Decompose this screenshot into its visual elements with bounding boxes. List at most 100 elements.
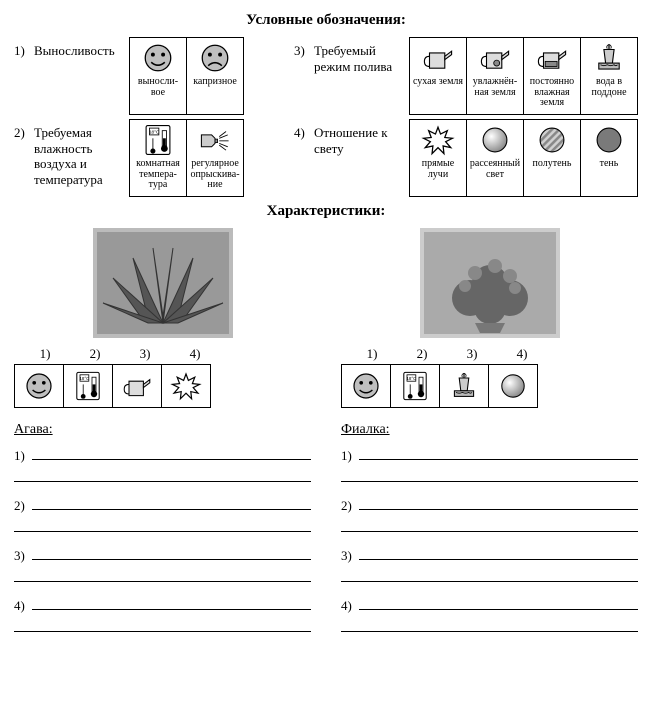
answer-num: 2) xyxy=(14,498,32,514)
legend-cell: прямые лучи xyxy=(409,119,467,197)
answer-line[interactable]: 3) xyxy=(341,546,638,564)
legend-cell: выносли-вое xyxy=(129,37,187,115)
legend-row: 4) Отношение к свету прямые лучи рассеян… xyxy=(294,119,638,197)
underline-icon xyxy=(359,446,638,460)
char-cell xyxy=(63,364,113,408)
characteristics-heading: Характеристики: xyxy=(14,203,638,220)
char-num: 1) xyxy=(20,346,70,362)
char-cell xyxy=(390,364,440,408)
legend-cell: постоянно влажная земля xyxy=(523,37,581,115)
legend-row-label: Требуемый режим полива xyxy=(314,37,409,74)
sun-burst-icon xyxy=(170,370,202,402)
answer-num: 4) xyxy=(14,598,32,614)
char-cell xyxy=(488,364,538,408)
underline-icon xyxy=(14,468,311,482)
legend-cell: рассеянный свет xyxy=(466,119,524,197)
answer-num: 2) xyxy=(341,498,359,514)
pot-tray-icon xyxy=(448,370,480,402)
answer-num: 3) xyxy=(341,548,359,564)
legend-cell-caption: сухая земля xyxy=(413,77,463,88)
sphere-dark-icon xyxy=(592,123,626,157)
thermo-icon xyxy=(399,370,431,402)
plants-columns: 1)2)3)4) Агава: 1) 2) 3) xyxy=(14,228,638,646)
answer-line[interactable]: 4) xyxy=(341,596,638,614)
legend-cell: тень xyxy=(580,119,638,197)
underline-icon xyxy=(359,496,638,510)
legend-cells: комнатная темпера-тура регулярное опрыск… xyxy=(129,119,244,197)
legend-cell-caption: увлажнён-ная земля xyxy=(473,77,517,98)
legend-cell: капризное xyxy=(186,37,244,115)
char-num: 1) xyxy=(347,346,397,362)
legend-row-label: Отношение к свету xyxy=(314,119,409,156)
legend-cell-caption: полутень xyxy=(533,159,572,170)
char-num: 3) xyxy=(120,346,170,362)
pot-tray-icon xyxy=(592,41,626,75)
legend-cell-caption: регулярное опрыскива-ние xyxy=(189,159,241,191)
legend-cells: выносли-вое капризное xyxy=(129,37,244,115)
answer-line[interactable]: 4) xyxy=(14,596,311,614)
legend-cells: сухая земля увлажнён-ная земля постоянно… xyxy=(409,37,638,115)
legend-row: 2) Требуемая влажность воздуха и темпера… xyxy=(14,119,284,197)
face-happy-icon xyxy=(141,41,175,75)
underline-icon xyxy=(359,596,638,610)
underline-icon xyxy=(341,518,638,532)
legend-row-num: 3) xyxy=(294,37,314,59)
answer-line[interactable]: 2) xyxy=(14,496,311,514)
legend-row-label: Выносливость xyxy=(34,37,129,59)
face-happy-icon xyxy=(23,370,55,402)
answer-num: 3) xyxy=(14,548,32,564)
sun-burst-icon xyxy=(421,123,455,157)
char-cell xyxy=(161,364,211,408)
legend-cell: увлажнён-ная земля xyxy=(466,37,524,115)
can-moist-icon xyxy=(478,41,512,75)
underline-icon xyxy=(32,446,311,460)
sphere-grad-icon xyxy=(497,370,529,402)
plant-column: 1)2)3)4) Фиалка: 1) 2) 3) xyxy=(341,228,638,646)
legend-cell-caption: капризное xyxy=(193,77,237,88)
char-numbers: 1)2)3)4) xyxy=(347,346,638,362)
underline-icon xyxy=(32,496,311,510)
can-dry-icon xyxy=(421,41,455,75)
underline-icon xyxy=(32,596,311,610)
underline-icon xyxy=(359,546,638,560)
can-wet-icon xyxy=(535,41,569,75)
legend-cell-caption: прямые лучи xyxy=(412,159,464,180)
sphere-grad-icon xyxy=(478,123,512,157)
answer-num: 4) xyxy=(341,598,359,614)
legend-cell: сухая земля xyxy=(409,37,467,115)
char-cells xyxy=(14,364,311,408)
plant-image xyxy=(420,228,560,338)
answer-line[interactable]: 1) xyxy=(14,446,311,464)
legend-cell-caption: постоянно влажная земля xyxy=(526,77,578,109)
legend-cell: вода в поддоне xyxy=(580,37,638,115)
plant-name: Фиалка: xyxy=(341,422,638,438)
legend-row: 3) Требуемый режим полива сухая земля ув… xyxy=(294,37,638,115)
underline-icon xyxy=(341,618,638,632)
face-happy-icon xyxy=(350,370,382,402)
legend-cell-caption: комнатная темпера-тура xyxy=(132,159,184,191)
legend-row-num: 4) xyxy=(294,119,314,141)
answer-line[interactable]: 2) xyxy=(341,496,638,514)
char-cell xyxy=(439,364,489,408)
char-numbers: 1)2)3)4) xyxy=(20,346,311,362)
underline-icon xyxy=(32,546,311,560)
char-num: 2) xyxy=(70,346,120,362)
char-num: 4) xyxy=(497,346,547,362)
plant-name: Агава: xyxy=(14,422,311,438)
spray-icon xyxy=(198,123,232,157)
underline-icon xyxy=(341,468,638,482)
char-cell xyxy=(14,364,64,408)
can-dry-icon xyxy=(121,370,153,402)
underline-icon xyxy=(14,518,311,532)
face-sad-icon xyxy=(198,41,232,75)
sphere-hatch-icon xyxy=(535,123,569,157)
answer-line[interactable]: 3) xyxy=(14,546,311,564)
legend-cells: прямые лучи рассеянный свет полутень тен… xyxy=(409,119,638,197)
char-cell xyxy=(341,364,391,408)
char-num: 4) xyxy=(170,346,220,362)
char-cells xyxy=(341,364,638,408)
answer-line[interactable]: 1) xyxy=(341,446,638,464)
legend-cell-caption: вода в поддоне xyxy=(583,77,635,98)
legend-row: 1) Выносливость выносли-вое капризное xyxy=(14,37,284,115)
underline-icon xyxy=(14,568,311,582)
